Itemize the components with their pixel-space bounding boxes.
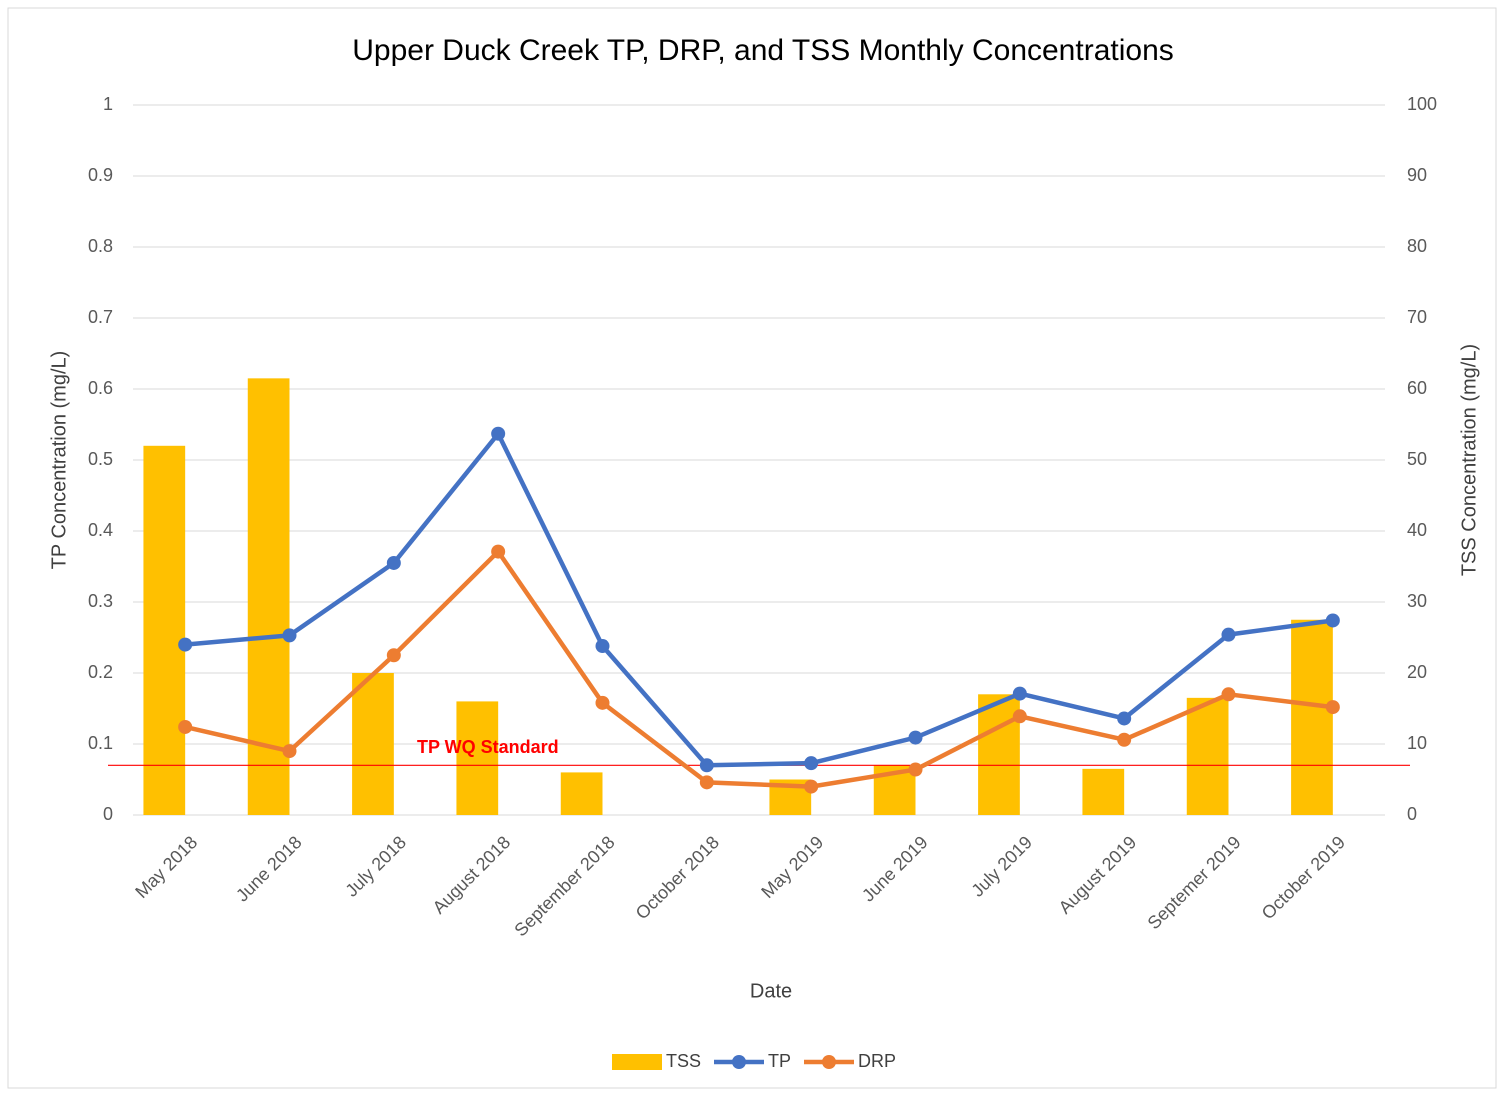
point	[595, 695, 610, 710]
y-tick-label: 0.1	[88, 733, 113, 753]
y-axis-title: TP Concentration (mg/L)	[48, 351, 70, 570]
y-tick-label: 0.7	[88, 307, 113, 327]
y2-tick-label: 30	[1407, 591, 1427, 611]
bar	[560, 772, 603, 815]
bar	[978, 694, 1020, 815]
bar	[1186, 697, 1229, 815]
y-tick-label: 0	[103, 804, 113, 824]
y2-tick-label: 10	[1407, 733, 1427, 753]
y-tick-label: 0.5	[88, 449, 113, 469]
point	[1325, 613, 1340, 628]
point	[1325, 700, 1340, 715]
bar	[456, 701, 499, 815]
legend-swatch	[732, 1055, 746, 1069]
bar	[1291, 619, 1333, 815]
y2-tick-label: 0	[1407, 804, 1417, 824]
point	[908, 762, 923, 777]
point	[699, 758, 714, 773]
point	[1117, 711, 1132, 726]
point	[595, 639, 610, 654]
y2-tick-label: 70	[1407, 307, 1427, 327]
y-tick-label: 0.8	[88, 236, 113, 256]
point	[699, 775, 714, 790]
y2-tick-label: 50	[1407, 449, 1427, 469]
line	[184, 549, 1334, 789]
point	[282, 628, 297, 643]
point	[386, 555, 401, 570]
bar	[143, 445, 186, 815]
point	[804, 756, 819, 771]
point	[178, 637, 193, 652]
chart-title: Upper Duck Creek TP, DRP, and TSS Monthl…	[352, 34, 1174, 67]
point	[491, 426, 506, 441]
bar	[352, 673, 394, 815]
y-tick-label: 0.2	[88, 662, 113, 682]
line	[184, 431, 1334, 768]
y2-tick-label: 60	[1407, 378, 1427, 398]
bar	[1082, 768, 1125, 815]
y2-tick-label: 100	[1407, 94, 1437, 114]
y2-tick-label: 90	[1407, 165, 1427, 185]
y-tick-label: 1	[103, 94, 113, 114]
legend-label: DRP	[858, 1051, 896, 1071]
y-tick-label: 0.3	[88, 591, 113, 611]
point	[1012, 709, 1027, 724]
point	[178, 719, 193, 734]
point	[1221, 627, 1236, 642]
y-tick-label: 0.6	[88, 378, 113, 398]
point	[1117, 732, 1132, 747]
point	[1012, 686, 1027, 701]
y2-tick-label: 80	[1407, 236, 1427, 256]
legend-label: TSS	[666, 1051, 701, 1071]
point	[1221, 687, 1236, 702]
point	[386, 648, 401, 663]
y2-axis-title: TSS Concentration (mg/L)	[1458, 344, 1480, 576]
y-tick-label: 0.4	[88, 520, 113, 540]
y2-tick-label: 20	[1407, 662, 1427, 682]
chart-frame	[7, 7, 1497, 1089]
point	[908, 730, 923, 745]
x-axis-title: Date	[750, 980, 792, 1002]
legend-swatch	[612, 1054, 662, 1070]
legend-label: TP	[768, 1051, 791, 1071]
point	[804, 779, 819, 794]
y2-tick-label: 40	[1407, 520, 1427, 540]
y-tick-label: 0.9	[88, 165, 113, 185]
legend-swatch	[822, 1055, 836, 1069]
point	[491, 544, 506, 559]
point	[282, 744, 297, 759]
reference-label: TP WQ Standard	[417, 737, 559, 757]
